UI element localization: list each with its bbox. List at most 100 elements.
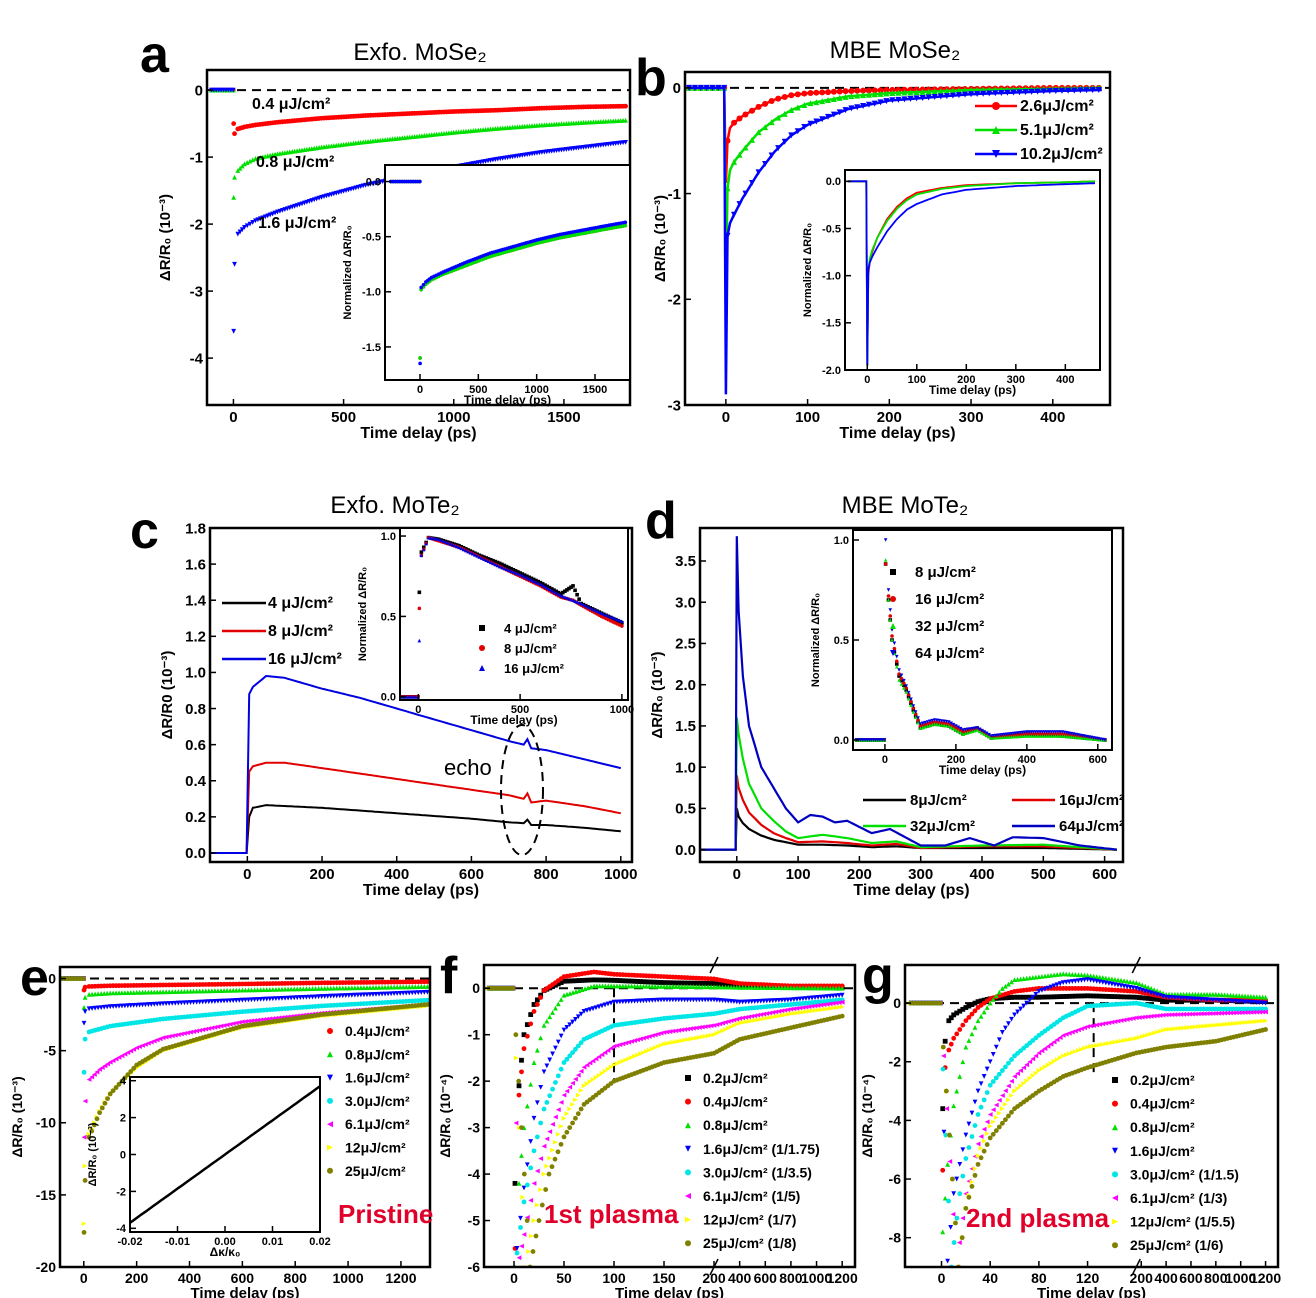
data-point bbox=[1027, 997, 1033, 1003]
data-point bbox=[105, 1061, 110, 1067]
data-point bbox=[943, 87, 950, 94]
data-point bbox=[527, 577, 531, 581]
data-point bbox=[608, 1064, 614, 1070]
data-point bbox=[1088, 993, 1094, 999]
data-point bbox=[528, 1165, 534, 1171]
data-point bbox=[945, 1258, 951, 1264]
data-point bbox=[82, 994, 88, 1000]
data-point bbox=[231, 121, 237, 126]
series-points-7 bbox=[908, 1000, 1268, 1267]
e-x-tick-label: 600 bbox=[231, 1270, 255, 1286]
data-point bbox=[966, 1194, 972, 1200]
data-point bbox=[788, 985, 794, 991]
data-point bbox=[889, 97, 896, 104]
data-point bbox=[555, 1073, 561, 1079]
data-point bbox=[742, 144, 749, 151]
b-inset-plot-frame bbox=[844, 169, 1101, 371]
data-point bbox=[963, 1005, 969, 1010]
inset-legend-entry: 32 μJ/cm² bbox=[915, 618, 984, 635]
data-point bbox=[913, 89, 920, 96]
data-point bbox=[800, 1005, 806, 1010]
data-point bbox=[990, 1079, 996, 1084]
data-point bbox=[209, 999, 215, 1004]
data-point bbox=[573, 1017, 578, 1022]
data-point bbox=[547, 1129, 553, 1134]
data-point bbox=[197, 999, 203, 1005]
data-point bbox=[1073, 978, 1078, 984]
a-x-tick-label: 500 bbox=[331, 409, 356, 426]
data-point bbox=[984, 1090, 990, 1095]
data-point bbox=[871, 100, 878, 107]
data-point bbox=[1083, 87, 1090, 94]
data-point bbox=[981, 1074, 987, 1079]
data-point bbox=[1000, 732, 1005, 737]
data-point bbox=[541, 1106, 547, 1112]
data-point bbox=[752, 1013, 758, 1019]
data-point bbox=[564, 1088, 570, 1094]
data-point bbox=[809, 1008, 815, 1014]
inset-background bbox=[385, 165, 630, 380]
data-point bbox=[1003, 995, 1008, 1001]
data-point bbox=[1060, 994, 1066, 999]
data-point bbox=[897, 668, 901, 672]
data-point bbox=[946, 724, 951, 728]
e-series-group bbox=[60, 976, 430, 1235]
data-point bbox=[553, 1114, 558, 1120]
data-point bbox=[865, 91, 872, 98]
data-point bbox=[1151, 1030, 1157, 1036]
d-inset-y-tick-label: 0.0 bbox=[834, 735, 849, 747]
data-point bbox=[524, 1182, 530, 1188]
data-point bbox=[993, 1075, 999, 1081]
data-point bbox=[1036, 1068, 1042, 1073]
data-point bbox=[788, 132, 795, 139]
data-point bbox=[993, 1115, 999, 1120]
data-point bbox=[809, 985, 815, 991]
c-x-tick-label: 600 bbox=[459, 866, 484, 883]
inset-legend-entry: 64 μJ/cm² bbox=[915, 645, 984, 662]
c-x-tick-label: 800 bbox=[534, 866, 559, 883]
inset-background bbox=[400, 528, 628, 700]
data-point bbox=[980, 728, 984, 733]
data-point bbox=[1066, 993, 1072, 999]
data-point bbox=[1172, 1012, 1178, 1017]
data-point bbox=[1263, 1000, 1268, 1006]
data-point bbox=[370, 992, 376, 997]
c-inset-series-group bbox=[400, 535, 624, 699]
series-points-2 bbox=[908, 971, 1268, 1235]
d-y-tick-label: 1.0 bbox=[675, 759, 696, 776]
data-point bbox=[1178, 1012, 1184, 1017]
data-point bbox=[1157, 1013, 1163, 1018]
data-point bbox=[134, 1002, 140, 1008]
data-point bbox=[544, 1136, 550, 1142]
data-point bbox=[949, 87, 956, 94]
data-point bbox=[1260, 994, 1266, 1000]
data-point bbox=[954, 1176, 960, 1182]
data-point bbox=[1225, 1010, 1230, 1016]
data-point bbox=[987, 1059, 993, 1065]
data-point bbox=[230, 87, 236, 93]
data-point bbox=[188, 988, 193, 994]
data-point bbox=[555, 1001, 561, 1007]
data-point bbox=[776, 985, 782, 991]
data-point bbox=[504, 567, 509, 572]
data-point bbox=[500, 565, 504, 570]
data-point bbox=[540, 583, 545, 588]
data-point bbox=[300, 986, 306, 992]
data-point bbox=[1204, 1023, 1210, 1029]
panel-letter-d: d bbox=[645, 492, 677, 550]
legend-entry: 0.4μJ/cm² bbox=[345, 1023, 410, 1039]
legend-marker bbox=[890, 596, 896, 602]
data-point bbox=[1222, 1010, 1228, 1016]
data-point bbox=[1115, 1018, 1121, 1024]
data-point bbox=[1027, 994, 1033, 1000]
data-point bbox=[794, 985, 800, 991]
data-point bbox=[1245, 1010, 1251, 1015]
b-x-tick-label: 100 bbox=[795, 409, 820, 426]
data-point bbox=[1228, 992, 1233, 998]
data-point bbox=[711, 981, 717, 986]
data-point bbox=[495, 563, 500, 568]
data-point bbox=[1181, 1025, 1187, 1031]
data-point bbox=[1245, 1019, 1251, 1025]
data-point bbox=[215, 988, 221, 994]
